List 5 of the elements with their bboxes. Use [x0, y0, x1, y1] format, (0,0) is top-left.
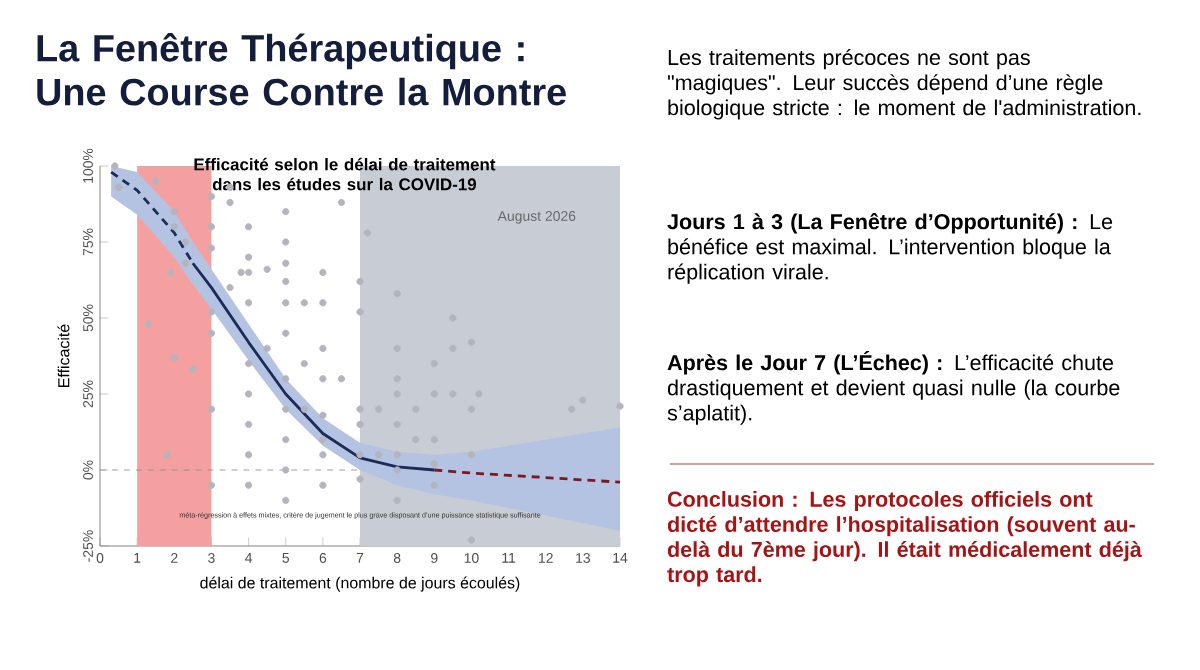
text: Conclusion : Les protocoles officiels ont dicté d’attendre l’hospitalisation (souvent au-delà du 7ème jour). Il était médicalement déjà trop tard.: [667, 491, 1142, 587]
text: Jours 1 à 3 (La Fenêtre d’Opportunité) : Le bénéfice est maximal. L’intervention bloque la réplication virale.: [667, 213, 1113, 284]
text: Après le Jour 7 (L’Échec) : L’efficacité chute drastiquement et devient quasi nulle (la courbe s’aplatit).: [667, 351, 1120, 425]
text: Les traitements précoces ne sont pas "magiques". Leur succès dépend d’une règle biologique stricte : le moment de l'administration.: [667, 49, 1141, 120]
chart-title: La Fenêtre Thérapeutique : Une Course Contre la Montre: [37, 33, 566, 106]
